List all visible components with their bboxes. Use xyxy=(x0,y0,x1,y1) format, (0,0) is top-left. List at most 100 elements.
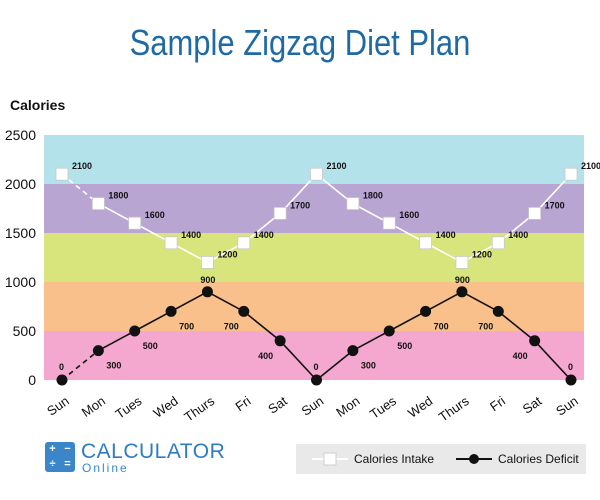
intake-data-label: 1400 xyxy=(508,230,528,240)
deficit-point xyxy=(529,335,541,347)
deficit-data-label: 700 xyxy=(478,321,493,331)
plus-glyph: + xyxy=(49,443,56,455)
y-tick-label: 500 xyxy=(13,323,37,339)
intake-point xyxy=(164,236,178,250)
intake-point xyxy=(455,255,469,269)
deficit-data-label: 700 xyxy=(179,321,194,331)
deficit-point xyxy=(274,335,286,347)
x-tick-label: Sun xyxy=(553,393,581,419)
deficit-point xyxy=(92,345,104,357)
intake-data-label: 2100 xyxy=(327,161,347,171)
intake-point xyxy=(528,206,542,220)
divide-glyph: ÷ xyxy=(49,458,56,470)
intake-point xyxy=(346,197,360,211)
deficit-point xyxy=(165,305,177,317)
deficit-point xyxy=(420,305,432,317)
deficit-data-label: 900 xyxy=(455,275,470,285)
deficit-segment xyxy=(97,330,136,352)
deficit-segment xyxy=(497,310,536,342)
x-tick-label: Fri xyxy=(487,393,508,414)
deficit-segment xyxy=(134,310,172,332)
intake-data-label: 1400 xyxy=(181,230,201,240)
x-axis-ticks: Sun Mon Tues Wed Thurs Fri Sat Sun Mon Tues Wed Thu… xyxy=(44,393,581,425)
square-marker-icon xyxy=(312,452,348,466)
minus-glyph: − xyxy=(64,443,71,455)
intake-point xyxy=(201,255,214,269)
deficit-data-label: 400 xyxy=(258,351,273,361)
deficit-data-label: 300 xyxy=(361,361,376,371)
deficit-segment xyxy=(315,349,354,381)
intake-point xyxy=(273,206,287,220)
intake-point xyxy=(128,216,142,230)
x-tick-label: Wed xyxy=(150,393,180,420)
y-axis-label: Calories xyxy=(10,97,66,113)
deficit-data-label: 0 xyxy=(314,362,319,372)
y-tick-label: 1500 xyxy=(5,225,36,241)
data-labels: 2100 1800 1600 1400 1200 1400 1700 2100 1800 1600… xyxy=(59,161,600,372)
legend-item-intake: Calories Intake xyxy=(310,444,440,474)
x-tick-label: Thurs xyxy=(181,393,217,425)
deficit-point xyxy=(347,345,359,357)
intake-segment xyxy=(279,173,318,214)
circle-marker-icon xyxy=(456,454,492,464)
intake-point xyxy=(91,197,105,211)
x-tick-label: Sun xyxy=(299,393,327,419)
deficit-segment xyxy=(461,291,499,313)
band-0 xyxy=(44,331,584,380)
intake-point xyxy=(55,167,69,181)
intake-data-label: 1200 xyxy=(472,249,492,259)
intake-data-label: 1700 xyxy=(545,200,565,210)
x-tick-label: Sun xyxy=(44,393,72,419)
deficit-data-label: 700 xyxy=(434,321,449,331)
intake-point xyxy=(382,216,396,230)
deficit-segment xyxy=(279,340,318,381)
logo-text-calculator: CALCULATOR xyxy=(81,440,226,463)
deficit-point xyxy=(383,325,395,337)
legend-label-deficit: Calories Deficit xyxy=(498,452,579,466)
deficit-data-label: 500 xyxy=(143,341,158,351)
intake-data-label: 1700 xyxy=(290,200,310,210)
y-tick-label: 2500 xyxy=(5,127,36,143)
x-tick-label: Fri xyxy=(232,393,253,414)
band-1 xyxy=(44,282,584,331)
x-tick-label: Tues xyxy=(367,393,399,422)
deficit-segment xyxy=(425,291,463,313)
intake-data-label: 1600 xyxy=(145,210,165,220)
deficit-point xyxy=(238,305,250,317)
deficit-data-label: 700 xyxy=(224,321,239,331)
intake-data-label: 2100 xyxy=(72,161,92,171)
legend-item-deficit: Calories Deficit xyxy=(454,444,584,474)
deficit-point xyxy=(456,286,468,298)
deficit-point xyxy=(201,286,213,298)
intake-point xyxy=(564,167,578,181)
intake-data-label: 1200 xyxy=(217,249,237,259)
deficit-point xyxy=(565,374,577,386)
deficit-data-label: 900 xyxy=(200,275,215,285)
deficit-point xyxy=(311,374,322,386)
logo-text-online: Online xyxy=(82,461,129,475)
equals-glyph: = xyxy=(64,458,71,470)
deficit-segment xyxy=(352,330,390,352)
intake-point xyxy=(237,236,251,250)
deficit-data-label: 0 xyxy=(59,362,64,372)
intake-data-label: 1600 xyxy=(399,210,419,220)
deficit-point xyxy=(492,305,504,317)
intake-point xyxy=(491,236,505,250)
y-tick-label: 1000 xyxy=(5,274,36,290)
chart-legend: Calories Intake Calories Deficit xyxy=(296,444,586,474)
x-tick-label: Wed xyxy=(405,393,435,420)
deficit-segment xyxy=(170,291,208,313)
x-tick-label: Mon xyxy=(333,393,362,420)
deficit-point xyxy=(56,374,68,386)
calculator-online-logo: + − ÷ = CALCULATOR Online xyxy=(45,440,245,476)
intake-data-label: 1400 xyxy=(436,230,456,240)
x-tick-label: Sat xyxy=(265,393,290,417)
y-tick-label: 0 xyxy=(28,372,36,388)
x-tick-label: Thurs xyxy=(436,393,472,425)
intake-point xyxy=(419,236,432,250)
deficit-segment xyxy=(207,291,245,313)
intake-segment xyxy=(534,173,572,214)
x-tick-label: Tues xyxy=(113,393,145,422)
y-tick-label: 2000 xyxy=(5,176,36,192)
